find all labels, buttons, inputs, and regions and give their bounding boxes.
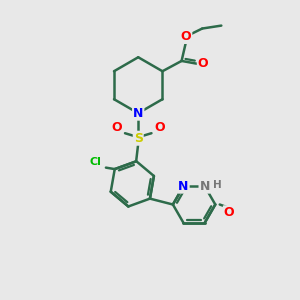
Text: O: O [112,121,122,134]
Text: H: H [213,180,222,190]
Text: N: N [178,180,189,193]
Text: O: O [181,30,191,43]
Text: O: O [154,121,165,134]
Text: O: O [224,206,234,219]
Text: N: N [200,180,210,193]
Text: Cl: Cl [90,157,101,167]
Text: S: S [134,132,143,145]
Text: N: N [133,107,143,120]
Text: O: O [198,57,208,70]
